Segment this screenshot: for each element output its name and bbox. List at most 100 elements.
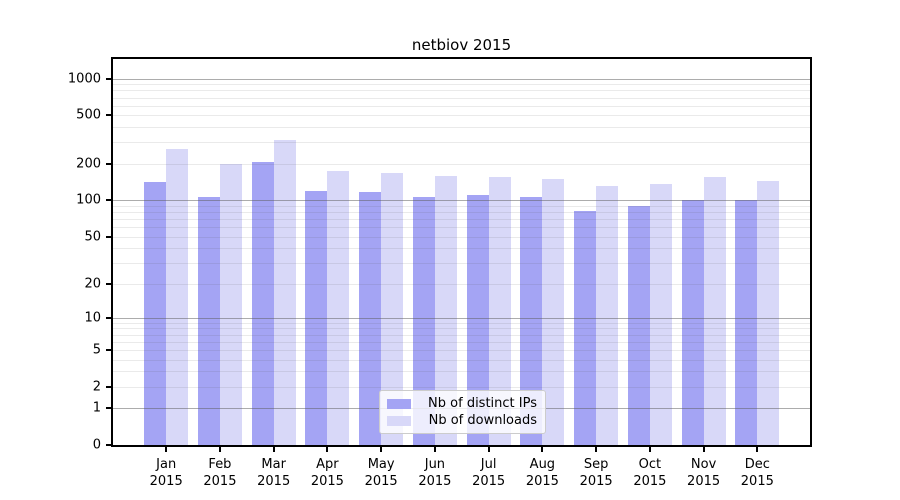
- gridline-major: [113, 317, 810, 319]
- gridline-minor: [113, 341, 810, 343]
- x-axis-tick: [433, 447, 436, 452]
- gridline-major: [113, 200, 810, 202]
- legend-swatch-downloads-icon: [387, 415, 411, 426]
- legend-label-downloads: Nb of downloads: [428, 413, 537, 428]
- y-axis-tick: [106, 235, 111, 238]
- x-axis-tick: [326, 447, 329, 452]
- bar-feb-ips: [197, 196, 220, 445]
- bar-dec-downloads: [757, 181, 780, 445]
- x-tick-month: Aug: [529, 457, 556, 472]
- x-tick-label: Aug 2015: [526, 456, 559, 490]
- bar-jul-ips: [466, 195, 489, 445]
- y-axis-tick: [106, 385, 111, 388]
- x-tick-label: Apr 2015: [311, 456, 344, 490]
- x-tick-label: Jul 2015: [472, 456, 505, 490]
- bar-sep-ips: [574, 211, 597, 445]
- bar-jun-downloads: [434, 175, 457, 445]
- x-tick-month: Mar: [261, 457, 286, 472]
- gridline-minor: [113, 142, 810, 144]
- x-tick-label: Sep 2015: [580, 456, 613, 490]
- x-tick-label: Mar 2015: [257, 456, 290, 490]
- y-tick-label: 2: [92, 379, 101, 395]
- gridline-minor: [113, 127, 810, 129]
- x-axis-tick: [165, 447, 168, 452]
- x-axis-tick: [487, 447, 490, 452]
- y-tick-label: 500: [76, 107, 101, 123]
- bar-jul-downloads: [488, 177, 511, 445]
- x-axis-tick: [218, 447, 221, 452]
- gridline-minor: [113, 236, 810, 238]
- x-tick-month: Apr: [316, 457, 339, 472]
- gridline-minor: [113, 262, 810, 264]
- x-axis-tick: [648, 447, 651, 452]
- x-axis-tick: [756, 447, 759, 452]
- x-tick-label: Jun 2015: [418, 456, 451, 490]
- y-tick-label: 5: [92, 342, 101, 358]
- gridline-minor: [113, 97, 810, 99]
- x-tick-year: 2015: [687, 474, 721, 489]
- x-axis-tick: [380, 447, 383, 452]
- bar-nov-downloads: [703, 176, 726, 445]
- x-tick-month: Jul: [480, 457, 497, 472]
- x-tick-label: Jan 2015: [150, 456, 183, 490]
- legend: Nb of distinct IPs Nb of downloads: [379, 390, 546, 434]
- gridline-minor: [113, 84, 810, 86]
- x-tick-month: Jun: [424, 457, 446, 472]
- x-tick-year: 2015: [310, 474, 344, 489]
- x-tick-label: Nov 2015: [687, 456, 720, 490]
- gridline-major: [113, 78, 810, 80]
- y-tick-label: 200: [76, 156, 101, 172]
- gridline-minor: [113, 386, 810, 388]
- gridline-minor: [113, 115, 810, 117]
- gridline-minor: [113, 105, 810, 107]
- x-tick-year: 2015: [364, 474, 398, 489]
- y-axis-tick: [106, 199, 111, 202]
- gridline-minor: [113, 349, 810, 351]
- bar-jun-ips: [412, 196, 435, 445]
- bar-oct-ips: [627, 205, 650, 445]
- bar-mar-ips: [251, 162, 274, 445]
- chart-title: netbiov 2015: [411, 36, 512, 54]
- y-axis-tick: [106, 282, 111, 285]
- x-tick-label: Dec 2015: [741, 456, 774, 490]
- bar-aug-ips: [520, 196, 543, 445]
- x-tick-month: Nov: [690, 457, 717, 472]
- y-axis-tick: [106, 77, 111, 80]
- x-tick-label: Oct 2015: [633, 456, 666, 490]
- legend-item-distinct-ips: Nb of distinct IPs: [387, 396, 537, 411]
- bar-apr-downloads: [327, 170, 350, 445]
- y-axis-tick: [106, 407, 111, 410]
- y-tick-label: 20: [84, 276, 101, 292]
- gridline-minor: [113, 359, 810, 361]
- y-axis-tick: [106, 348, 111, 351]
- x-tick-month: Sep: [583, 457, 609, 472]
- legend-label-distinct-ips: Nb of distinct IPs: [428, 396, 537, 411]
- x-tick-month: Feb: [208, 457, 232, 472]
- bar-oct-downloads: [649, 183, 672, 445]
- y-tick-label: 100: [76, 192, 101, 208]
- gridline-minor: [113, 163, 810, 165]
- y-tick-label: 0: [92, 437, 101, 453]
- x-tick-month: Dec: [744, 457, 770, 472]
- bar-jan-downloads: [166, 149, 189, 445]
- x-tick-month: Jan: [156, 457, 177, 472]
- gridline-minor: [113, 334, 810, 336]
- y-axis-tick: [106, 444, 111, 446]
- x-tick-year: 2015: [418, 474, 452, 489]
- x-tick-year: 2015: [579, 474, 613, 489]
- x-axis-tick: [541, 447, 544, 452]
- x-tick-month: Oct: [638, 457, 662, 472]
- bar-may-downloads: [381, 173, 404, 445]
- legend-item-downloads: Nb of downloads: [387, 413, 537, 428]
- y-axis-tick: [106, 162, 111, 165]
- bar-dec-ips: [735, 200, 758, 445]
- bar-sep-downloads: [596, 186, 619, 445]
- gridline-minor: [113, 90, 810, 92]
- x-axis-tick: [595, 447, 598, 452]
- x-tick-year: 2015: [633, 474, 667, 489]
- x-tick-year: 2015: [740, 474, 774, 489]
- x-axis-tick: [702, 447, 705, 452]
- gridline-minor: [113, 227, 810, 228]
- plot-area: Nb of distinct IPs Nb of downloads 0 1 2 5 1…: [68, 57, 812, 489]
